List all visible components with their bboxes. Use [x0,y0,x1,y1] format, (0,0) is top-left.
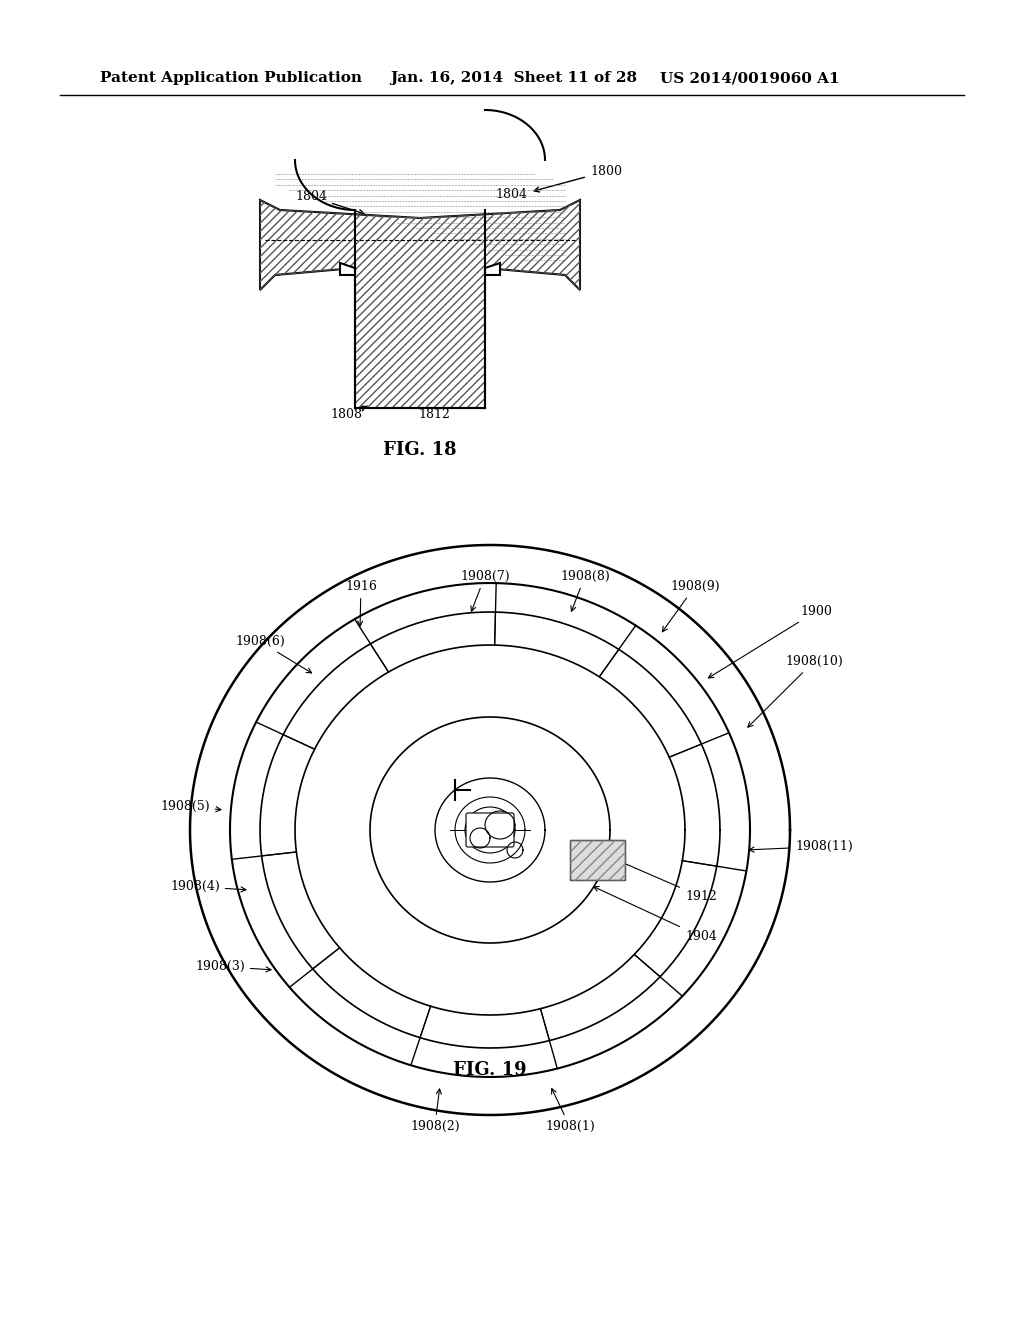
Polygon shape [260,201,580,408]
Text: 1908(8): 1908(8) [560,570,609,611]
Text: US 2014/0019060 A1: US 2014/0019060 A1 [660,71,840,84]
Polygon shape [340,263,355,275]
Text: 1904: 1904 [594,887,717,942]
Text: 1804: 1804 [295,190,364,214]
Text: FIG. 18: FIG. 18 [383,441,457,459]
Text: 1908(11): 1908(11) [749,840,853,853]
Text: 1908(10): 1908(10) [748,655,843,727]
Text: 1912: 1912 [608,857,717,903]
Text: 1908(3): 1908(3) [195,960,271,973]
Text: 1908(1): 1908(1) [545,1089,595,1133]
Text: 1800: 1800 [535,165,622,191]
Text: 1808: 1808 [330,407,368,421]
Text: 1908(5): 1908(5) [160,800,221,813]
Polygon shape [485,263,500,275]
Text: Patent Application Publication: Patent Application Publication [100,71,362,84]
Text: 1908(4): 1908(4) [170,880,246,894]
Text: FIG. 19: FIG. 19 [454,1061,526,1078]
Bar [570,840,625,880]
Text: 1908(2): 1908(2) [410,1089,460,1133]
Text: 1812: 1812 [418,408,450,421]
FancyBboxPatch shape [466,813,514,847]
Text: 1908(7): 1908(7) [460,570,510,611]
Text: 1804: 1804 [495,187,527,201]
Text: 1908(9): 1908(9) [663,579,720,632]
Text: 1900: 1900 [709,605,831,678]
Text: Jan. 16, 2014  Sheet 11 of 28: Jan. 16, 2014 Sheet 11 of 28 [390,71,637,84]
Bar [570,840,625,880]
Text: 1916: 1916 [345,579,377,626]
Text: 1908(6): 1908(6) [234,635,311,673]
